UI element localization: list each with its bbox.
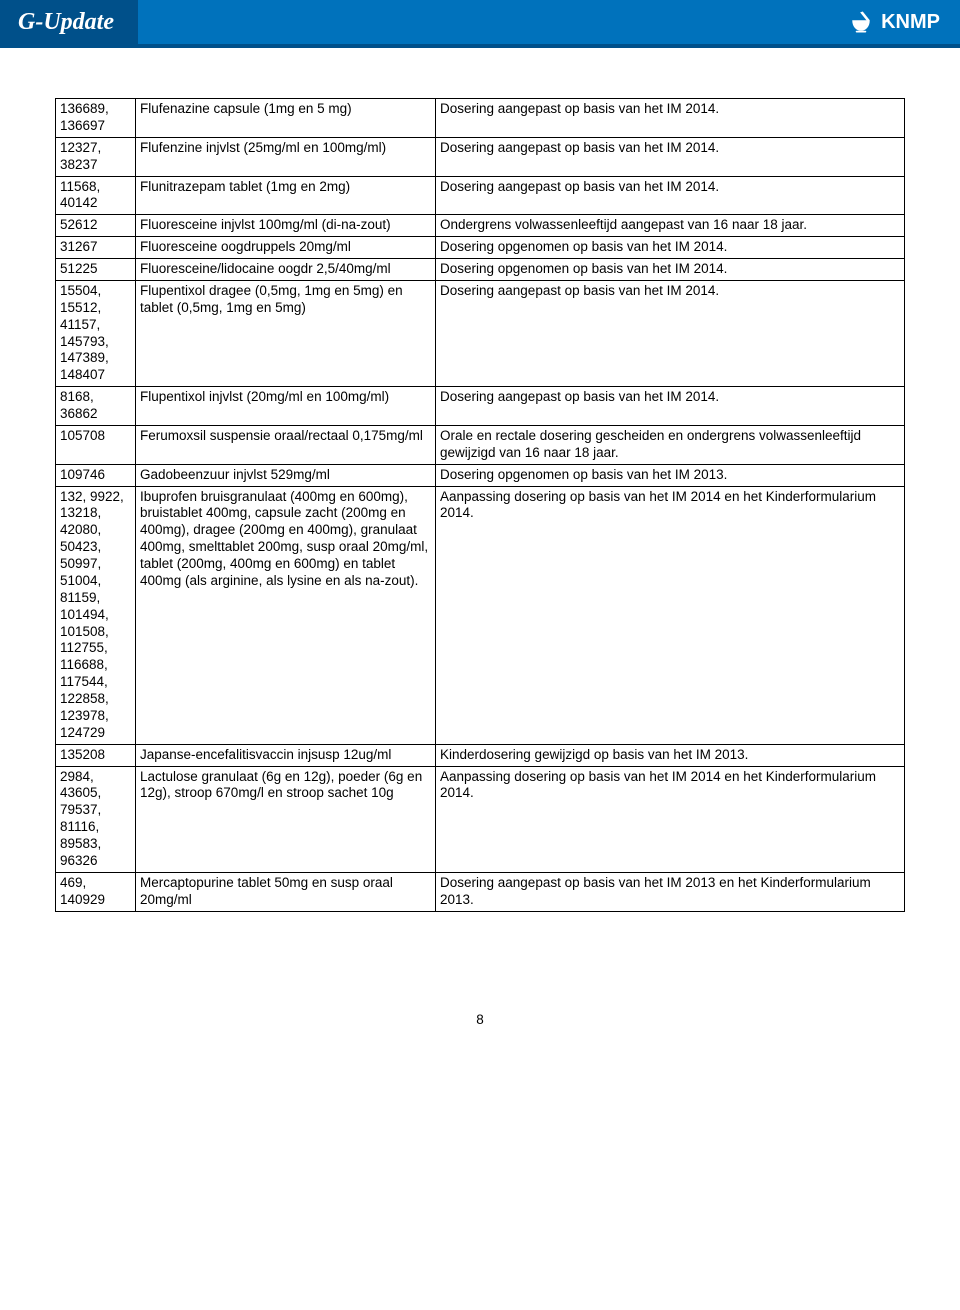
page-number: 8 [55, 1012, 905, 1027]
cell-product: Flufenzine injvlst (25mg/ml en 100mg/ml) [136, 137, 436, 176]
table-row: 469, 140929Mercaptopurine tablet 50mg en… [56, 872, 905, 911]
cell-code: 12327, 38237 [56, 137, 136, 176]
cell-product: Gadobeenzuur injvlst 529mg/ml [136, 464, 436, 486]
table-row: 136689, 136697Flufenazine capsule (1mg e… [56, 99, 905, 138]
medication-table: 136689, 136697Flufenazine capsule (1mg e… [55, 98, 905, 912]
cell-product: Japanse-encefalitisvaccin injsusp 12ug/m… [136, 744, 436, 766]
cell-notes: Dosering aangepast op basis van het IM 2… [436, 137, 905, 176]
cell-notes: Aanpassing dosering op basis van het IM … [436, 486, 905, 744]
cell-code: 136689, 136697 [56, 99, 136, 138]
cell-notes: Dosering aangepast op basis van het IM 2… [436, 280, 905, 386]
cell-notes: Dosering aangepast op basis van het IM 2… [436, 176, 905, 215]
cell-code: 105708 [56, 425, 136, 464]
cell-product: Flupentixol injvlst (20mg/ml en 100mg/ml… [136, 387, 436, 426]
cell-notes: Dosering aangepast op basis van het IM 2… [436, 387, 905, 426]
cell-product: Ibuprofen bruisgranulaat (400mg en 600mg… [136, 486, 436, 744]
page-content: 136689, 136697Flufenazine capsule (1mg e… [0, 48, 960, 1047]
table-row: 51225Fluoresceine/lidocaine oogdr 2,5/40… [56, 259, 905, 281]
cell-code: 135208 [56, 744, 136, 766]
cell-notes: Dosering opgenomen op basis van het IM 2… [436, 464, 905, 486]
table-row: 8168, 36862Flupentixol injvlst (20mg/ml … [56, 387, 905, 426]
cell-notes: Dosering opgenomen op basis van het IM 2… [436, 259, 905, 281]
table-row: 12327, 38237Flufenzine injvlst (25mg/ml … [56, 137, 905, 176]
table-row: 2984, 43605, 79537, 81116, 89583, 96326L… [56, 766, 905, 872]
cell-code: 109746 [56, 464, 136, 486]
brand-logo: KNMP [847, 8, 940, 36]
cell-notes: Ondergrens volwassenleeftijd aangepast v… [436, 215, 905, 237]
cell-code: 11568, 40142 [56, 176, 136, 215]
header-tab-title: G-Update [0, 0, 138, 46]
cell-product: Fluoresceine injvlst 100mg/ml (di-na-zou… [136, 215, 436, 237]
mortar-pestle-icon [847, 8, 875, 36]
brand-logo-text: KNMP [881, 11, 940, 34]
cell-code: 51225 [56, 259, 136, 281]
cell-notes: Aanpassing dosering op basis van het IM … [436, 766, 905, 872]
cell-code: 31267 [56, 237, 136, 259]
page-header: G-Update KNMP [0, 0, 960, 48]
cell-notes: Kinderdosering gewijzigd op basis van he… [436, 744, 905, 766]
header-left: G-Update [0, 0, 138, 46]
cell-code: 8168, 36862 [56, 387, 136, 426]
cell-code: 52612 [56, 215, 136, 237]
table-row: 105708Ferumoxsil suspensie oraal/rectaal… [56, 425, 905, 464]
cell-notes: Dosering aangepast op basis van het IM 2… [436, 872, 905, 911]
table-row: 135208Japanse-encefalitisvaccin injsusp … [56, 744, 905, 766]
table-row: 52612Fluoresceine injvlst 100mg/ml (di-n… [56, 215, 905, 237]
cell-product: Flupentixol dragee (0,5mg, 1mg en 5mg) e… [136, 280, 436, 386]
table-row: 132, 9922, 13218, 42080, 50423, 50997, 5… [56, 486, 905, 744]
table-row: 109746Gadobeenzuur injvlst 529mg/mlDoser… [56, 464, 905, 486]
cell-notes: Dosering aangepast op basis van het IM 2… [436, 99, 905, 138]
cell-product: Flufenazine capsule (1mg en 5 mg) [136, 99, 436, 138]
table-row: 15504, 15512, 41157, 145793, 147389, 148… [56, 280, 905, 386]
cell-product: Fluoresceine oogdruppels 20mg/ml [136, 237, 436, 259]
cell-notes: Orale en rectale dosering gescheiden en … [436, 425, 905, 464]
table-row: 11568, 40142Flunitrazepam tablet (1mg en… [56, 176, 905, 215]
cell-product: Fluoresceine/lidocaine oogdr 2,5/40mg/ml [136, 259, 436, 281]
cell-code: 2984, 43605, 79537, 81116, 89583, 96326 [56, 766, 136, 872]
table-row: 31267Fluoresceine oogdruppels 20mg/mlDos… [56, 237, 905, 259]
cell-product: Flunitrazepam tablet (1mg en 2mg) [136, 176, 436, 215]
cell-code: 15504, 15512, 41157, 145793, 147389, 148… [56, 280, 136, 386]
cell-code: 469, 140929 [56, 872, 136, 911]
cell-product: Mercaptopurine tablet 50mg en susp oraal… [136, 872, 436, 911]
cell-code: 132, 9922, 13218, 42080, 50423, 50997, 5… [56, 486, 136, 744]
cell-product: Ferumoxsil suspensie oraal/rectaal 0,175… [136, 425, 436, 464]
cell-notes: Dosering opgenomen op basis van het IM 2… [436, 237, 905, 259]
cell-product: Lactulose granulaat (6g en 12g), poeder … [136, 766, 436, 872]
